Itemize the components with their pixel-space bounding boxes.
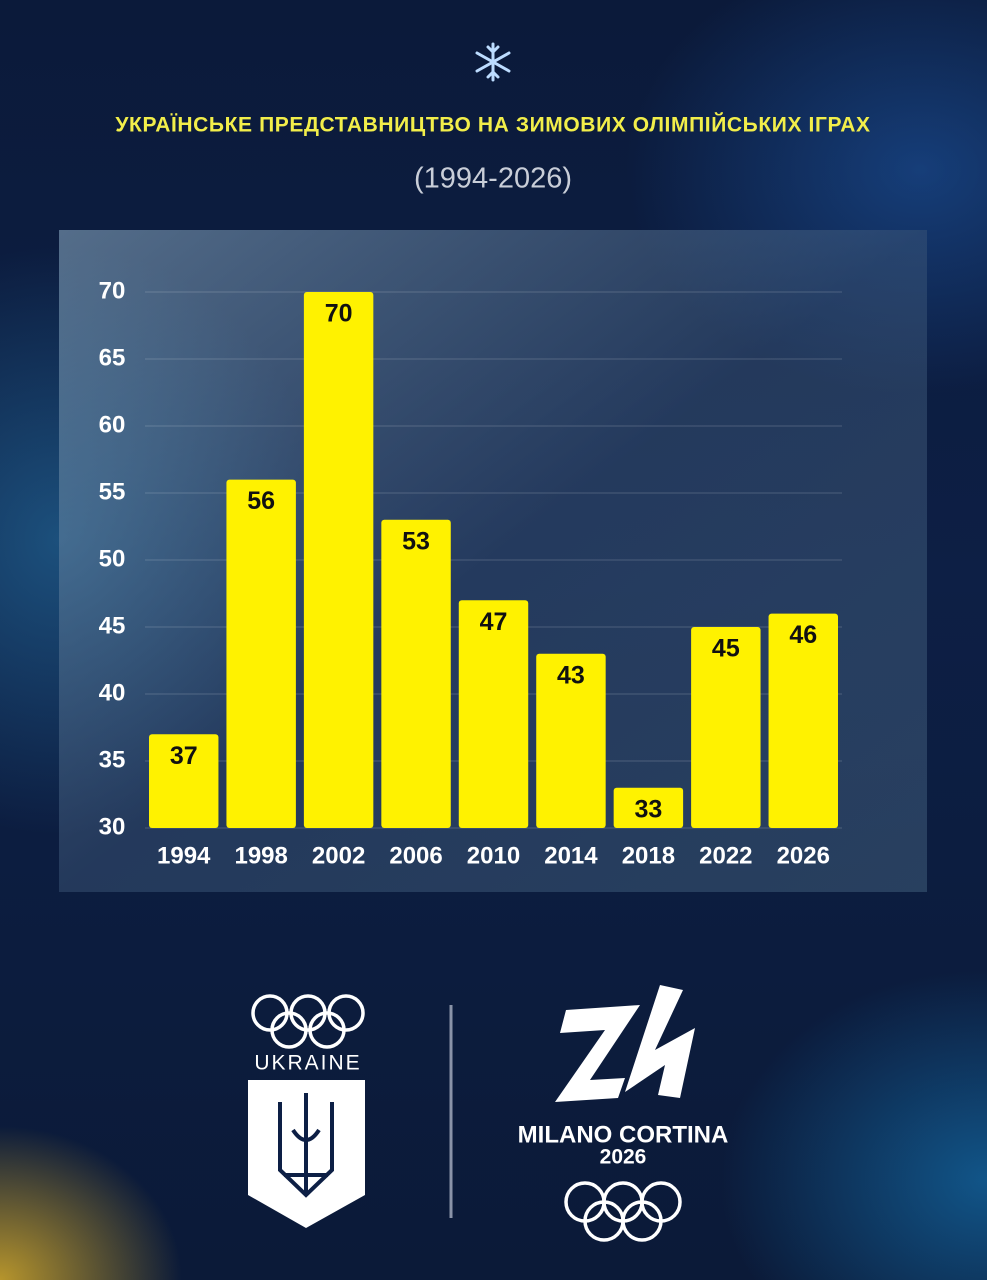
value-label: 56 [247, 487, 275, 515]
y-tick-label: 65 [99, 344, 126, 371]
bar [691, 627, 761, 828]
snowflake-icon [475, 42, 511, 82]
trident [278, 1093, 334, 1198]
x-tick-label: 2006 [389, 842, 442, 869]
y-tick-label: 60 [99, 411, 126, 438]
value-label: 45 [712, 635, 740, 663]
x-tick-label: 2002 [312, 842, 365, 869]
chart-title: УКРАЇНСЬКЕ ПРЕДСТАВНИЦТВО НА ЗИМОВИХ ОЛІ… [115, 113, 870, 137]
value-label: 46 [789, 621, 817, 649]
bar [149, 734, 219, 828]
x-tick-label: 2014 [544, 842, 598, 869]
x-tick-label: 1994 [157, 842, 211, 869]
plot-area: 30 35 40 45 50 55 60 65 70 1994 37 1998 56 2002 70 2006… [99, 277, 842, 869]
y-tick-label: 35 [99, 746, 126, 773]
value-label: 37 [170, 742, 198, 770]
y-tick-label: 55 [99, 478, 126, 505]
chart-subtitle: (1994-2026) [414, 163, 572, 195]
value-label: 43 [557, 661, 585, 689]
y-tick-label: 45 [99, 612, 126, 639]
value-label: 53 [402, 527, 430, 555]
bar [458, 600, 529, 828]
logo-text: UKRAINE [254, 1052, 361, 1075]
bar [768, 613, 838, 828]
bar [613, 787, 684, 828]
bar [226, 479, 296, 828]
y-tick-label: 50 [99, 545, 126, 572]
y-tick-label: 40 [99, 679, 126, 706]
value-label: 33 [634, 795, 662, 823]
value-label: 47 [480, 608, 508, 636]
y-tick-label: 70 [99, 277, 126, 304]
x-tick-label: 2026 [777, 842, 830, 869]
milano-cortina-logo [555, 985, 695, 1102]
x-tick-label: 2010 [467, 842, 520, 869]
x-tick-label: 1998 [234, 842, 287, 869]
bar [381, 519, 451, 828]
value-label: 70 [325, 300, 353, 328]
x-tick-label: 2022 [699, 842, 752, 869]
olympic-rings [564, 1181, 682, 1242]
bar [303, 292, 374, 828]
bar [536, 653, 606, 828]
ukraine-logo [251, 994, 365, 1049]
x-tick-label: 2018 [622, 842, 675, 869]
logo-text: MILANO CORTINA [518, 1121, 729, 1148]
y-tick-label: 30 [99, 813, 126, 840]
logo-year: 2026 [600, 1146, 647, 1169]
